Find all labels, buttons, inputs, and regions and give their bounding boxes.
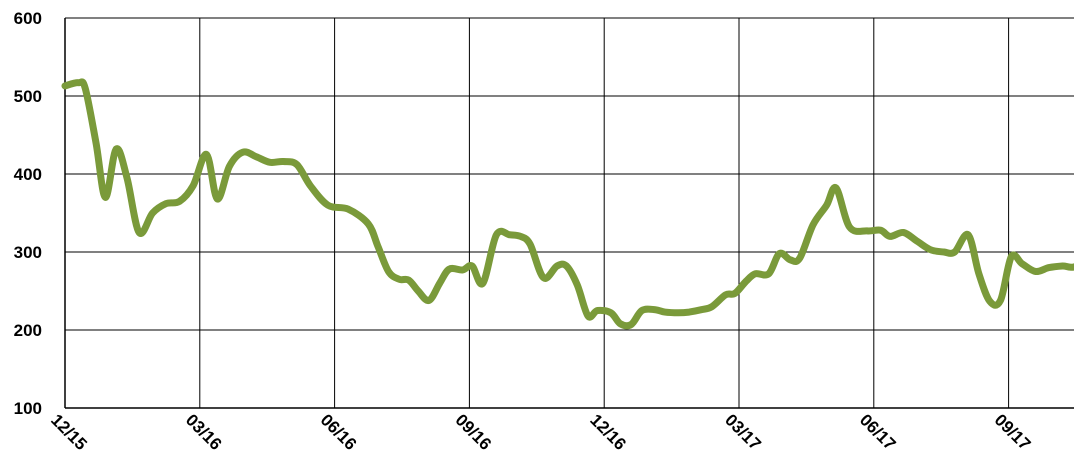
x-tick-label: 06/16 (317, 410, 361, 454)
y-tick-label: 300 (14, 243, 42, 262)
x-tick-label: 12/16 (586, 410, 630, 454)
y-tick-label: 100 (14, 399, 42, 418)
grid (64, 17, 1074, 409)
y-axis-ticks: 100 200 300 400 500 600 (14, 9, 42, 418)
series-line (61, 78, 1074, 330)
x-tick-label: 06/17 (856, 410, 900, 454)
x-tick-label: 03/16 (182, 410, 226, 454)
x-tick-label: 09/17 (991, 410, 1035, 454)
x-tick-label: 09/16 (452, 410, 496, 454)
x-tick-label: 12/15 (47, 410, 91, 454)
y-tick-label: 600 (14, 9, 42, 28)
x-axis-ticks: 12/15 03/16 06/16 09/16 12/16 03/17 06/17 09/17 (47, 410, 1034, 454)
x-tick-label: 03/17 (721, 410, 765, 454)
y-tick-label: 400 (14, 165, 42, 184)
y-tick-label: 500 (14, 87, 42, 106)
y-tick-label: 200 (14, 321, 42, 340)
